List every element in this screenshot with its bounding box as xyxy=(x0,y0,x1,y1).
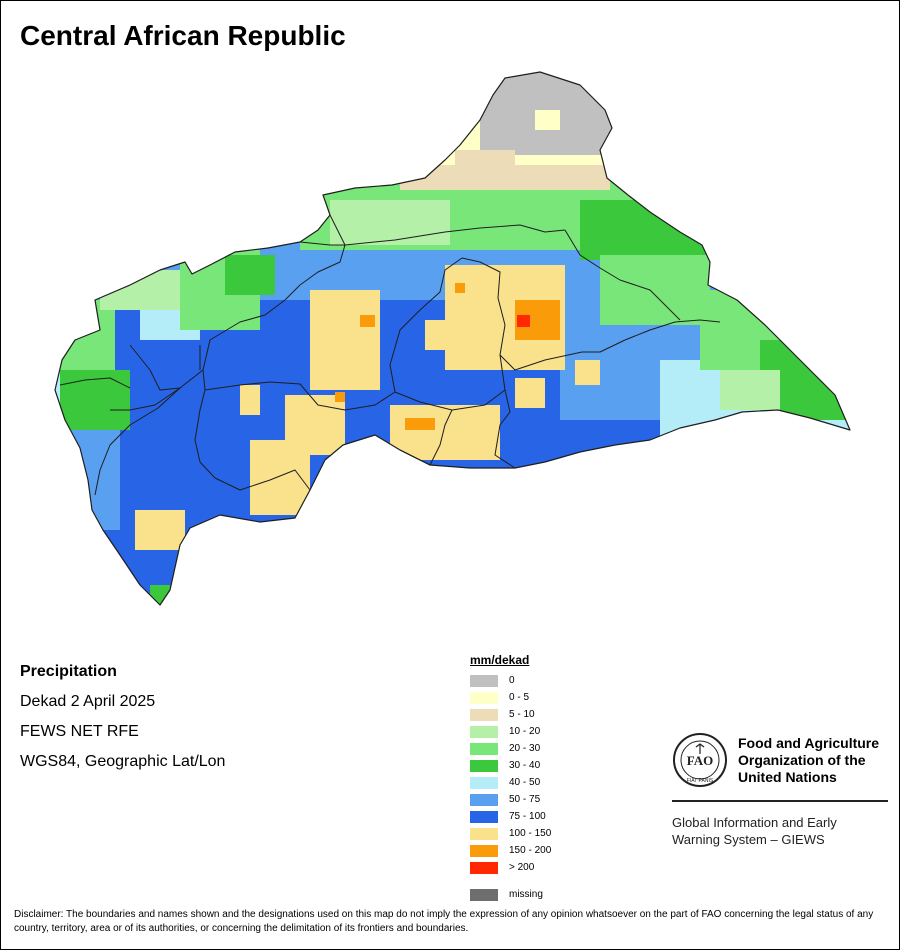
legend-label: 20 - 30 xyxy=(509,743,541,754)
legend-item: 10 - 20 xyxy=(470,723,551,740)
legend-label: 5 - 10 xyxy=(509,709,535,720)
giews-line-2: Warning System – GIEWS xyxy=(672,832,825,847)
legend-label: 100 - 150 xyxy=(509,828,552,839)
fao-logo-motto: FIAT PANIS xyxy=(687,778,714,784)
legend-label: 0 - 5 xyxy=(509,692,530,703)
legend-item: > 200 xyxy=(470,859,551,876)
source-label: FEWS NET RFE xyxy=(20,723,139,740)
legend-swatch xyxy=(470,759,498,772)
variable-label: Precipitation xyxy=(20,663,117,680)
legend-swatch xyxy=(470,725,498,738)
legend-label: 150 - 200 xyxy=(509,845,552,856)
legend-label-missing: missing xyxy=(509,889,543,900)
giews-label: Global Information and Early Warning Sys… xyxy=(672,814,837,848)
map-title: Central African Republic xyxy=(20,20,346,51)
fao-org-line-2: Organization of the xyxy=(738,752,866,768)
projection-label: WGS84, Geographic Lat/Lon xyxy=(20,753,226,770)
legend-item: 50 - 75 xyxy=(470,791,551,808)
fao-org-line-1: Food and Agriculture xyxy=(738,735,880,751)
legend-swatch xyxy=(470,827,498,840)
country-outline xyxy=(54,71,851,606)
legend-item: 30 - 40 xyxy=(470,757,551,774)
legend-swatch-missing xyxy=(470,888,498,901)
fao-org-name: Food and Agriculture Organization of the… xyxy=(738,735,879,786)
legend-swatch xyxy=(470,776,498,789)
fao-org-line-3: United Nations xyxy=(738,769,837,785)
legend-item: 20 - 30 xyxy=(470,740,551,757)
legend-item-missing: missing xyxy=(470,886,551,903)
precipitation-map xyxy=(54,71,851,606)
legend-swatch xyxy=(470,793,498,806)
legend-label: > 200 xyxy=(509,862,535,873)
legend-item: 0 xyxy=(470,672,551,689)
legend-label: 40 - 50 xyxy=(509,777,541,788)
legend-label: 10 - 20 xyxy=(509,726,541,737)
disclaimer: Disclaimer: The boundaries and names sho… xyxy=(14,909,874,934)
legend-swatch xyxy=(470,708,498,721)
legend-label: 0 xyxy=(509,675,515,686)
legend-swatch xyxy=(470,674,498,687)
legend-item: 5 - 10 xyxy=(470,706,551,723)
legend-swatch xyxy=(470,861,498,874)
legend-item: 0 - 5 xyxy=(470,689,551,706)
legend-label: 50 - 75 xyxy=(509,794,541,805)
legend-swatch xyxy=(470,844,498,857)
legend-item: 100 - 150 xyxy=(470,825,551,842)
legend-item: 150 - 200 xyxy=(470,842,551,859)
legend: mm/dekad 0 0 - 5 5 - 10 10 - 20 20 - 30 30 - … xyxy=(470,653,551,903)
period-label: Dekad 2 April 2025 xyxy=(20,693,156,710)
legend-label: 30 - 40 xyxy=(509,760,541,771)
map-info: Precipitation Dekad 2 April 2025 FEWS NE… xyxy=(20,657,225,777)
fao-logo-icon: FAO FIAT PANIS xyxy=(673,733,727,787)
legend-swatch xyxy=(470,810,498,823)
legend-unit: mm/dekad xyxy=(470,653,530,667)
fao-divider xyxy=(672,800,888,802)
legend-label: 75 - 100 xyxy=(509,811,546,822)
legend-item: 40 - 50 xyxy=(470,774,551,791)
legend-item: 75 - 100 xyxy=(470,808,551,825)
fao-logo-text: FAO xyxy=(687,753,713,768)
legend-swatch xyxy=(470,742,498,755)
legend-swatch xyxy=(470,691,498,704)
giews-line-1: Global Information and Early xyxy=(672,815,837,830)
